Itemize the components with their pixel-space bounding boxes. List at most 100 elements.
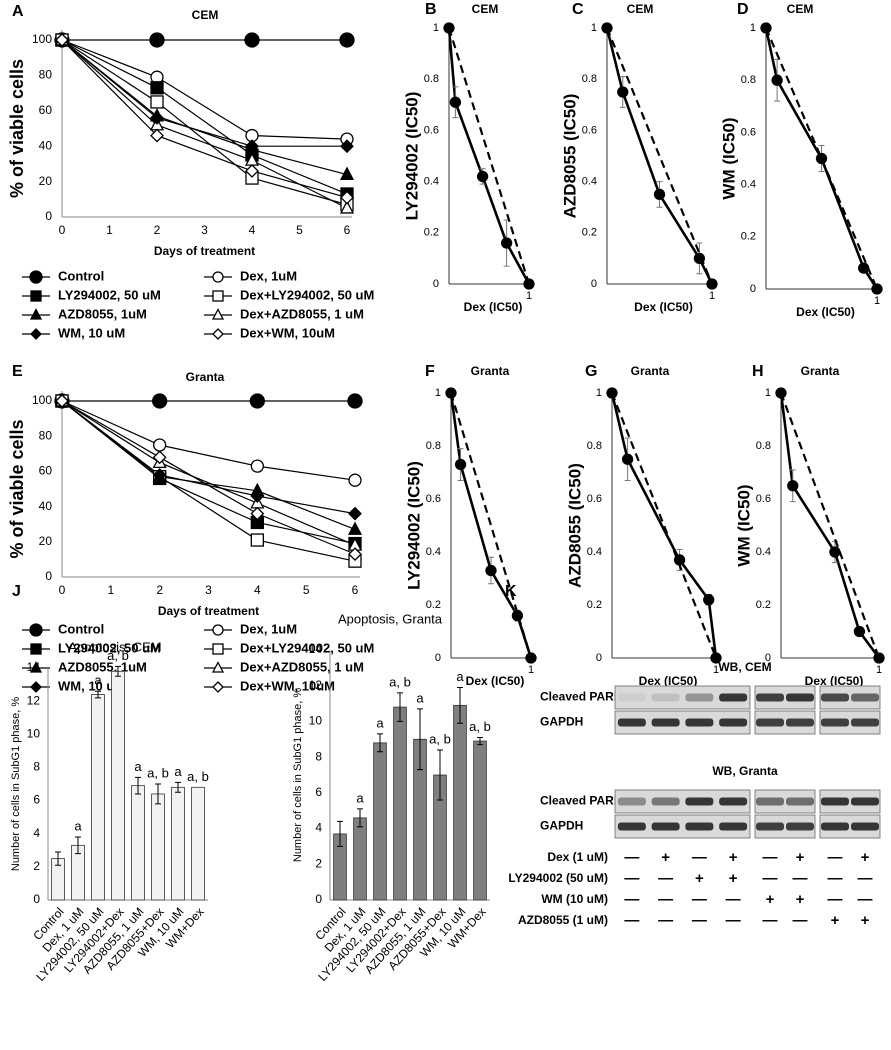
y-axis-label: Number of cells in SubG1 phase, % <box>292 688 304 862</box>
marker <box>873 652 885 664</box>
blot-box <box>819 685 881 710</box>
series-line <box>61 39 348 206</box>
chart-title: CEM <box>192 8 219 22</box>
marker <box>476 170 489 183</box>
y-tick-label: 8 <box>315 749 322 763</box>
x-axis-label: Dex (IC50) <box>466 674 525 688</box>
blot-band <box>821 797 849 806</box>
legend-label: Dex+LY294002, 50 uM <box>240 640 374 655</box>
y-tick-label: 100 <box>32 393 52 407</box>
blot-band <box>851 718 879 727</box>
marker <box>29 623 43 637</box>
panel-letter: E <box>12 363 23 380</box>
legend-label: Dex+WM, 10uM <box>240 678 335 693</box>
blot-row-label: GAPDH <box>540 819 583 833</box>
error-bar <box>175 781 181 793</box>
blot-box <box>614 710 751 735</box>
blot-title: WB, Granta <box>712 764 778 778</box>
marker <box>212 271 224 283</box>
chart-title: Apoptosis, Granta <box>338 611 443 626</box>
error-bar <box>55 851 61 866</box>
blot-row-label: GAPDH <box>540 715 583 729</box>
legend-label: Dex+AZD8055, 1 uM <box>240 306 364 321</box>
y-tick-label: 60 <box>39 103 53 117</box>
y-tick-label: 0.4 <box>741 179 756 191</box>
marker <box>340 190 354 205</box>
x-tick-label: 4 <box>254 583 261 597</box>
marker <box>30 643 42 655</box>
y-tick-label: 60 <box>39 464 53 478</box>
treatment-sign: — <box>763 870 778 887</box>
treatment-sign: — <box>692 849 707 866</box>
blot-band <box>651 822 680 831</box>
y-tick-label: 12 <box>27 693 41 707</box>
y-tick-label: 0.4 <box>426 546 441 558</box>
blot-band <box>851 822 879 831</box>
y-tick-label: 0.2 <box>587 599 602 611</box>
legend-label: WM, 10 uM <box>58 678 125 693</box>
x-tick-label: 3 <box>205 583 212 597</box>
panel-letter: F <box>425 363 435 380</box>
y-tick-label: 0.8 <box>582 73 597 85</box>
series-line <box>61 400 356 546</box>
x-axis-label: Dex (IC50) <box>464 300 523 314</box>
y-tick-label: 1 <box>435 387 441 399</box>
x-tick-label: 1 <box>106 223 113 237</box>
bar <box>453 704 467 901</box>
y-tick-label: 6 <box>315 785 322 799</box>
x-axis-label: Dex (IC50) <box>639 674 698 688</box>
annotation: a <box>94 673 102 688</box>
marker <box>710 652 722 664</box>
blot-box <box>614 814 751 839</box>
x-tick-label: 5 <box>303 583 310 597</box>
bar <box>393 706 407 901</box>
bar <box>151 793 165 901</box>
blot-band <box>756 693 784 702</box>
marker <box>250 506 265 521</box>
marker <box>454 458 467 471</box>
marker <box>347 393 363 409</box>
marker <box>212 681 224 693</box>
y-tick-label: 10 <box>27 726 41 740</box>
series-line <box>779 392 881 659</box>
marker <box>340 139 354 154</box>
bar <box>91 694 105 901</box>
x-tick-label: 2 <box>156 583 163 597</box>
y-tick-label: 10 <box>309 714 323 728</box>
y-tick-label: 1 <box>765 387 771 399</box>
chart-title: CEM <box>787 2 814 16</box>
y-tick-label: 6 <box>33 793 40 807</box>
blot-band <box>756 718 784 727</box>
y-tick-label: 14 <box>309 642 323 656</box>
y-tick-label: 0 <box>435 652 441 664</box>
series-line <box>61 39 348 199</box>
series-line <box>61 400 356 515</box>
y-tick-label: 80 <box>39 68 53 82</box>
marker <box>245 139 259 154</box>
blot-band <box>821 693 849 702</box>
treatment-sign: + <box>796 891 805 908</box>
x-axis-label: Days of treatment <box>154 244 255 258</box>
treatment-sign: — <box>828 849 843 866</box>
marker <box>30 290 42 302</box>
marker <box>150 81 164 95</box>
blot-band <box>719 693 748 702</box>
y-axis-label: % of viable cells <box>7 419 27 558</box>
y-tick-label: 0.6 <box>426 493 441 505</box>
y-tick-label: 4 <box>33 826 40 840</box>
y-tick-label: 0.8 <box>426 440 441 452</box>
y-tick-label: 80 <box>39 428 53 442</box>
series-line <box>447 27 531 285</box>
treatment-sign: + <box>831 912 840 929</box>
marker <box>449 96 462 108</box>
blot-row-label: Cleaved PARP <box>540 690 622 704</box>
blot-band <box>756 822 784 831</box>
legend-label: Dex+WM, 10uM <box>240 325 335 340</box>
blot-box <box>754 789 816 814</box>
y-tick-label: 1 <box>591 22 597 34</box>
x-axis-label: Dex (IC50) <box>805 674 864 688</box>
marker <box>30 681 42 693</box>
panel-letter: D <box>737 1 749 18</box>
x-tick-label: 3 <box>201 223 208 237</box>
blot-band <box>651 718 680 727</box>
